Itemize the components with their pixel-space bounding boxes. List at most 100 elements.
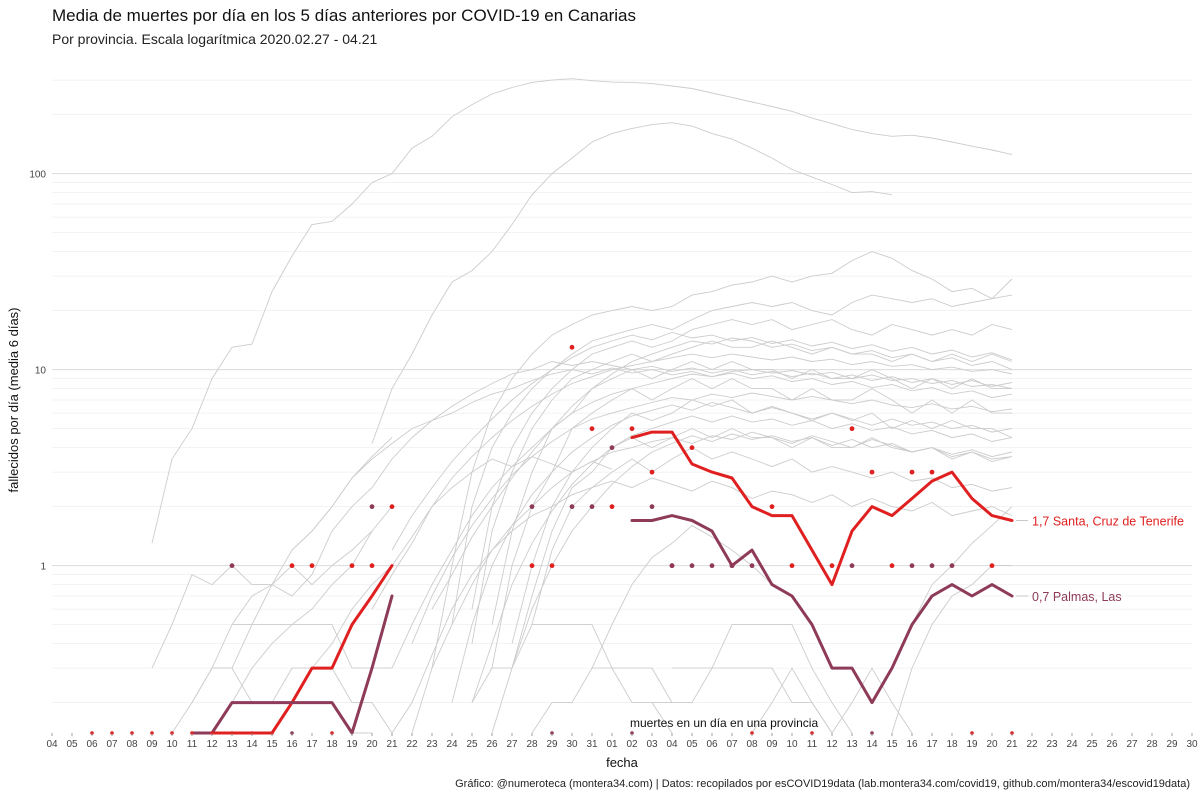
x-tick-label: 16 [286, 739, 298, 750]
y-tick-label: 10 [35, 366, 47, 377]
background-series-line [591, 525, 773, 669]
x-tick-label: 08 [126, 739, 138, 750]
daily-point [729, 563, 735, 569]
daily-point [649, 504, 655, 510]
daily-point [529, 563, 535, 569]
background-series-line [232, 702, 372, 734]
x-tick-label: 10 [166, 739, 178, 750]
x-tick-label: 05 [66, 739, 78, 750]
x-tick-label: 21 [1006, 739, 1018, 750]
series-labels: 1,7 Santa, Cruz de Tenerife 0,7 Palmas, L… [1016, 514, 1184, 604]
x-tick-label: 16 [906, 739, 918, 750]
daily-point [789, 563, 795, 569]
daily-point [849, 563, 855, 569]
series-line-las-palmas [630, 514, 1014, 705]
daily-point [709, 563, 715, 569]
background-series-line [411, 477, 1013, 734]
x-tick-label: 27 [1126, 739, 1138, 750]
x-tick-label: 06 [86, 739, 98, 750]
daily-point [889, 563, 895, 569]
x-tick-label: 19 [346, 739, 358, 750]
x-tick-label: 01 [606, 739, 618, 750]
daily-point [529, 504, 535, 510]
x-axis-title: fecha [606, 755, 639, 770]
background-series-line [371, 122, 893, 444]
daily-points [90, 344, 1014, 735]
background-series-line [652, 667, 833, 734]
x-tick-label: 11 [187, 739, 198, 750]
x-tick-label: 30 [566, 739, 578, 750]
daily-point [849, 426, 855, 432]
x-tick-label: 13 [226, 739, 238, 750]
background-series [151, 78, 1013, 734]
daily-point [689, 445, 695, 451]
daily-point [549, 563, 555, 569]
x-tick-label: 17 [926, 739, 938, 750]
x-tick-label: 18 [946, 739, 958, 750]
daily-point [689, 563, 695, 569]
x-tick-label: 22 [1026, 739, 1038, 750]
background-series-line [232, 624, 392, 669]
background-series-line [471, 624, 673, 703]
background-series-line [371, 353, 1013, 610]
x-tick-label: 26 [1106, 739, 1118, 750]
x-tick-label: 02 [626, 739, 638, 750]
x-tick-label: 20 [366, 739, 378, 750]
x-tick-label: 12 [206, 739, 218, 750]
x-tick-label: 14 [246, 739, 258, 750]
x-tick-label: 18 [326, 739, 338, 750]
background-series-line [672, 624, 853, 734]
background-series-line [471, 319, 1013, 610]
gridlines [52, 79, 1192, 704]
background-series-line [151, 78, 1013, 544]
x-tick-label: 11 [807, 739, 818, 750]
background-series-line [252, 456, 613, 734]
x-tick-label: 21 [386, 739, 398, 750]
x-tick-label: 28 [1146, 739, 1158, 750]
background-series-line [491, 378, 1012, 669]
daily-point [829, 563, 835, 569]
x-tick-label: 08 [746, 739, 758, 750]
x-tick-label: 10 [786, 739, 798, 750]
x-tick-label: 25 [1086, 739, 1098, 750]
background-series-line [891, 565, 1012, 734]
background-series-line [491, 433, 1013, 734]
series-end-label: 1,7 Santa, Cruz de Tenerife [1032, 514, 1184, 528]
background-series-line [471, 415, 1013, 703]
axes: 1 10 100 04 05 06 07 08 09 10 11 12 13 14 15 16 17 18 19 20… [6, 170, 1198, 770]
daily-point [369, 504, 375, 510]
daily-point [609, 445, 615, 451]
x-tick-label: 06 [706, 739, 718, 750]
background-series-line [391, 431, 1013, 734]
background-series-line [391, 369, 1013, 669]
series-line-santa-cruz [630, 430, 1014, 587]
x-tick-label: 17 [306, 739, 318, 750]
chart-caption: Gráfico: @numeroteca (montera34.com) | D… [455, 778, 1190, 790]
x-tick-label: 14 [866, 739, 878, 750]
background-series-line [451, 294, 1013, 625]
daily-point [769, 504, 775, 510]
chart-subtitle: Por provincia. Escala logarítmica 2020.0… [52, 31, 378, 47]
x-tick-label: 19 [966, 739, 978, 750]
x-tick-label: 05 [686, 739, 698, 750]
daily-point [289, 563, 295, 569]
daily-point [649, 469, 655, 475]
x-tick-label: 29 [1166, 739, 1178, 750]
daily-point [609, 504, 615, 510]
daily-point [569, 344, 575, 350]
x-tick-label: 26 [486, 739, 498, 750]
x-tick-label: 22 [406, 739, 418, 750]
x-tick-label: 23 [426, 739, 438, 750]
daily-point [569, 504, 575, 510]
x-tick-label: 24 [1066, 739, 1078, 750]
background-series-line [531, 667, 673, 734]
x-tick-label: 27 [506, 739, 518, 750]
daily-point [929, 563, 935, 569]
series-line-santa-cruz [190, 564, 394, 735]
x-tick-label: 24 [446, 739, 458, 750]
x-tick-label: 31 [586, 739, 598, 750]
x-tick-label: 25 [466, 739, 478, 750]
x-tick-label: 20 [986, 739, 998, 750]
x-tick-label: 07 [106, 739, 118, 750]
